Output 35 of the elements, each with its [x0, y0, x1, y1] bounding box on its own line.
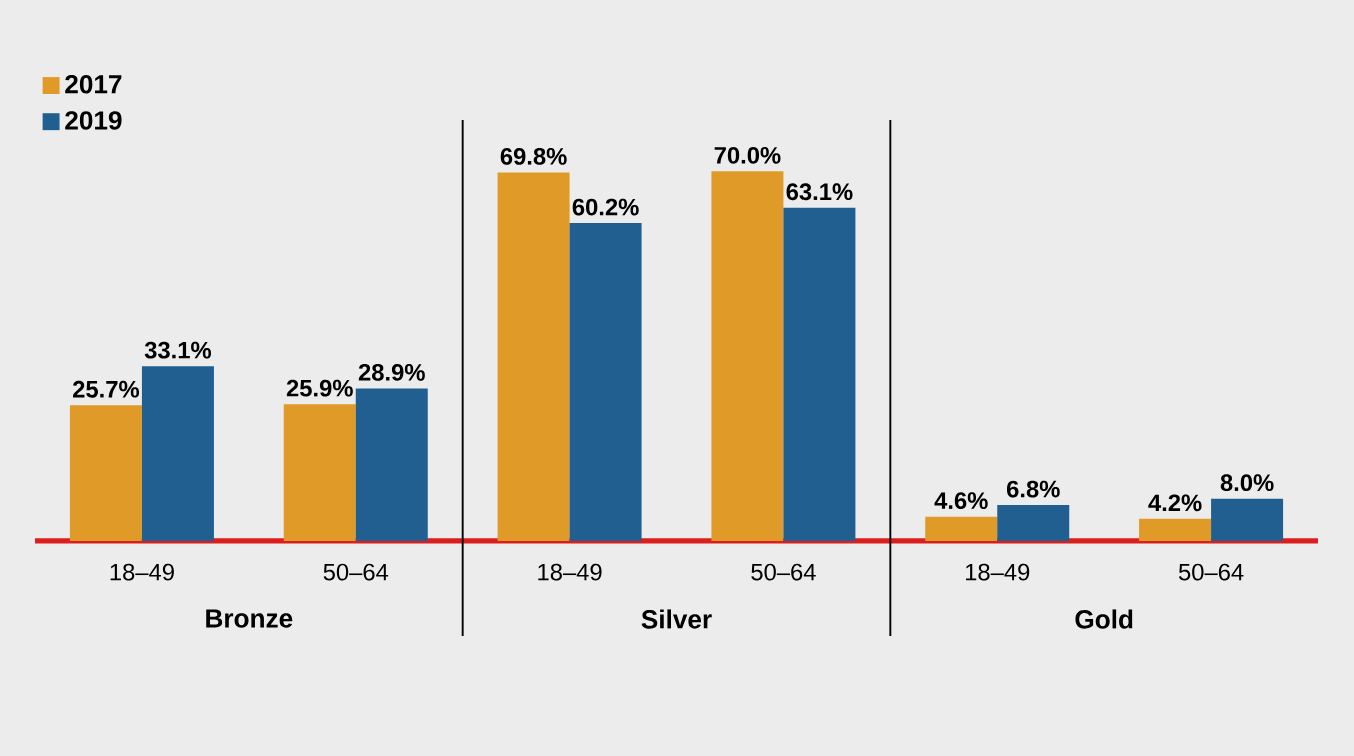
bar — [141, 366, 214, 541]
data-label: 69.8% — [500, 147, 567, 165]
data-label: 25.7% — [73, 380, 140, 398]
data-label: 8.0% — [1220, 474, 1274, 492]
text: Bronze — [206, 609, 293, 628]
bar — [69, 405, 142, 541]
bar — [1139, 518, 1212, 541]
x-tick-label: 50–64 — [751, 563, 816, 581]
legend-label: 2017 — [65, 75, 122, 94]
data-label: 4.2% — [1148, 494, 1202, 512]
data-label: 6.8% — [1006, 480, 1060, 498]
data-label: 33.1% — [144, 341, 212, 359]
bar — [283, 404, 356, 541]
x-tick-label: 18–49 — [965, 563, 1030, 581]
bar — [569, 223, 642, 541]
x-tick-label: 50–64 — [1178, 563, 1244, 581]
data-label: 70.0% — [714, 146, 781, 164]
bar — [997, 505, 1070, 541]
bar — [497, 172, 570, 541]
bar — [783, 207, 856, 541]
data-label: 63.1% — [786, 183, 853, 201]
x-tick-label: 50–64 — [323, 563, 389, 581]
data-label: 25.9% — [286, 379, 353, 397]
data-label: 60.2% — [572, 198, 639, 216]
x-tick-label: 18–49 — [110, 563, 174, 581]
data-label: 4.6% — [934, 492, 988, 510]
text: Silver — [641, 609, 712, 629]
x-tick-label: 18–49 — [538, 563, 602, 581]
bar — [1211, 498, 1284, 541]
bar — [711, 171, 784, 541]
legend-label: 2019 — [65, 111, 122, 130]
bar — [925, 516, 998, 541]
data-label: 28.9% — [358, 363, 425, 381]
text: Gold — [1075, 609, 1133, 629]
bar — [355, 388, 428, 541]
